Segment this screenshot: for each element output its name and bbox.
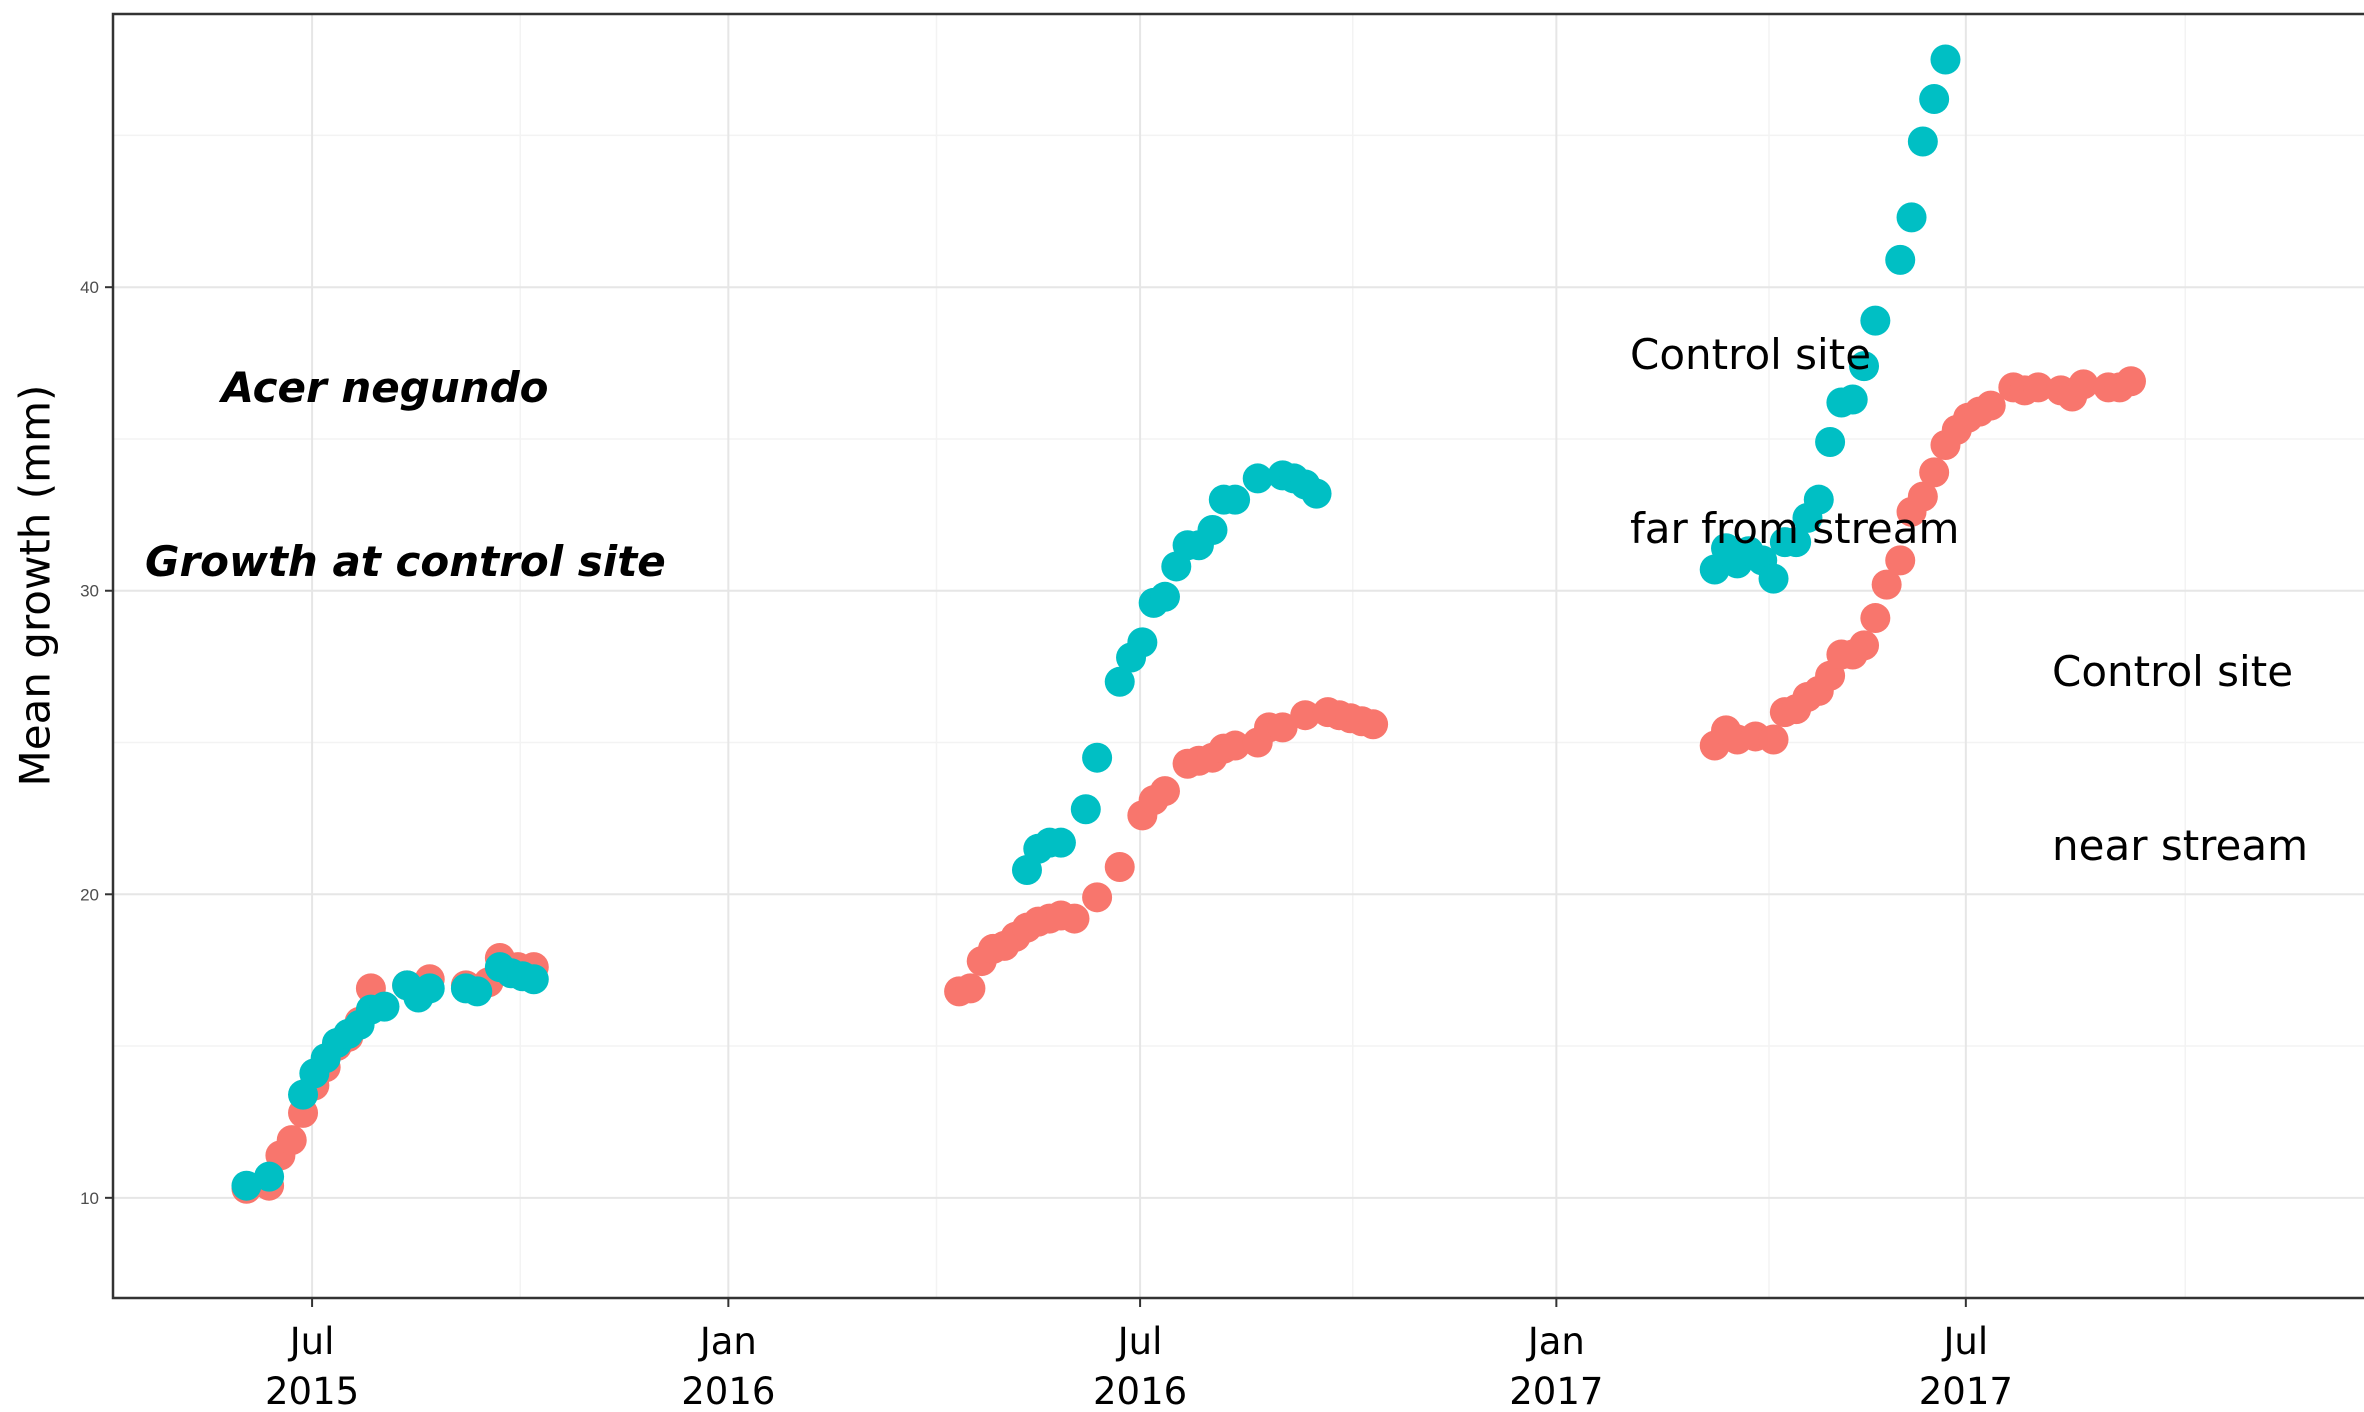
data-point <box>1358 709 1388 739</box>
chart-title: Acer negundo Growth at control site <box>145 243 625 649</box>
chart-title-line-1: Acer negundo <box>145 359 625 417</box>
data-point <box>1071 794 1101 824</box>
data-point <box>277 1125 307 1155</box>
y-axis-label: Mean growth (mm) <box>11 407 60 787</box>
data-point <box>519 964 549 994</box>
data-point <box>462 976 492 1006</box>
y-tick-label: 30 <box>80 582 99 601</box>
data-point <box>955 973 985 1003</box>
data-point <box>1059 904 1089 934</box>
data-point <box>1919 84 1949 114</box>
x-tick-label: 2017 <box>1509 1370 1603 1412</box>
data-point <box>1105 852 1135 882</box>
x-tick-label: 2016 <box>1093 1370 1187 1412</box>
data-point <box>1908 126 1938 156</box>
x-tick-label: Jan <box>1526 1320 1585 1363</box>
data-point <box>1046 828 1076 858</box>
x-tick-label: 2016 <box>681 1370 775 1412</box>
data-point <box>1930 45 1960 75</box>
series-label-near-line-1: Control site <box>2052 643 2308 701</box>
data-point <box>1302 479 1332 509</box>
x-tick-label: Jul <box>1942 1320 1989 1363</box>
data-point <box>1849 630 1879 660</box>
series-label-far-line-1: Control site <box>1630 326 1959 384</box>
series-label-near-line-2: near stream <box>2052 817 2308 875</box>
x-tick-label: Jul <box>1116 1320 1163 1363</box>
x-tick-label: Jan <box>698 1320 757 1363</box>
plot-panel-border <box>113 14 2364 1298</box>
data-point <box>1127 627 1157 657</box>
data-point <box>1197 515 1227 545</box>
data-point <box>369 992 399 1022</box>
y-tick-label: 10 <box>80 1189 99 1208</box>
data-point <box>1082 743 1112 773</box>
data-point <box>2116 366 2146 396</box>
data-point <box>1150 776 1180 806</box>
y-tick-label: 40 <box>80 278 99 297</box>
data-point <box>1759 724 1789 754</box>
data-point <box>1220 485 1250 515</box>
series-label-near-stream: Control site near stream <box>2052 527 2308 933</box>
x-tick-label: Jul <box>288 1320 335 1363</box>
data-point <box>1082 882 1112 912</box>
data-point <box>415 973 445 1003</box>
y-tick-label: 20 <box>80 885 99 904</box>
data-point <box>254 1162 284 1192</box>
minor-gridlines <box>113 14 2364 1298</box>
x-tick-label: 2015 <box>265 1370 359 1412</box>
series-label-far-from-stream: Control site far from stream <box>1630 210 1959 616</box>
x-axis-ticks: Jul 2015 Jan 2016 Jul 2016 Jan 2017 Jul 2017 <box>265 1298 2013 1412</box>
y-axis-ticks: 10 20 30 40 <box>80 278 113 1208</box>
chart-title-line-2: Growth at control site <box>145 533 625 591</box>
major-gridlines <box>113 14 2364 1298</box>
x-tick-label: 2017 <box>1919 1370 2013 1412</box>
data-point <box>1150 582 1180 612</box>
series-label-far-line-2: far from stream <box>1630 500 1959 558</box>
